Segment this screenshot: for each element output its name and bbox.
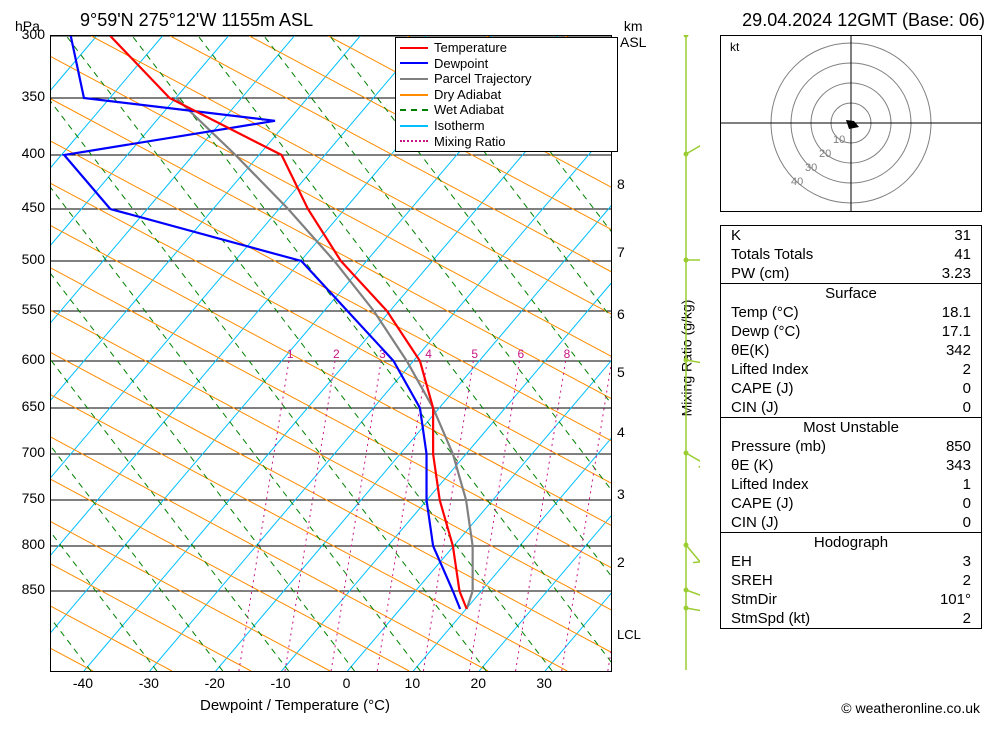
legend-item: Parcel Trajectory [400,71,613,87]
stats-row: PW (cm)3.23 [721,264,981,283]
svg-text:5: 5 [471,347,478,361]
hodograph-unit: kt [730,40,739,54]
title-left: 9°59'N 275°12'W 1155m ASL [80,10,313,31]
stats-table: K31Totals Totals41PW (cm)3.23SurfaceTemp… [720,225,982,629]
stats-row: EH3 [721,552,981,571]
xlabel: Dewpoint / Temperature (°C) [200,697,390,714]
stats-row: K31 [721,226,981,245]
stats-row: Totals Totals41 [721,245,981,264]
stats-row: CIN (J)0 [721,513,981,532]
stats-row: Dewp (°C)17.1 [721,322,981,341]
ytick-km: 5 [617,364,625,380]
stats-header: Surface [721,283,981,303]
legend: TemperatureDewpointParcel TrajectoryDry … [395,37,618,152]
ytick-km: 2 [617,554,625,570]
stats-row: SREH2 [721,571,981,590]
svg-text:10: 10 [833,134,845,146]
svg-text:2: 2 [333,347,340,361]
ytick-hpa: 350 [5,88,45,104]
xtick-c: -20 [205,675,225,691]
hodograph: 10203040 [720,35,982,212]
svg-text:10: 10 [610,347,611,361]
ytick-km: 8 [617,176,625,192]
stats-row: Lifted Index1 [721,475,981,494]
xtick-c: -40 [73,675,93,691]
svg-text:6: 6 [517,347,524,361]
title-right: 29.04.2024 12GMT (Base: 06) [742,10,985,31]
ytick-hpa: 600 [5,351,45,367]
ytick-hpa: 650 [5,398,45,414]
svg-text:8: 8 [564,347,571,361]
ylabel-right-top: kmASL [620,18,646,50]
ytick-km: 6 [617,306,625,322]
svg-text:1: 1 [287,347,294,361]
xtick-c: -30 [139,675,159,691]
stats-row: CAPE (J)0 [721,494,981,513]
lcl-label: LCL [617,627,641,642]
ytick-km: 4 [617,424,625,440]
ytick-hpa: 300 [5,26,45,42]
legend-item: Dry Adiabat [400,87,613,103]
legend-item: Temperature [400,40,613,56]
xtick-c: 10 [405,675,421,691]
legend-item: Isotherm [400,118,613,134]
ytick-hpa: 700 [5,444,45,460]
legend-item: Mixing Ratio [400,134,613,150]
ytick-hpa: 450 [5,199,45,215]
stats-row: Pressure (mb)850 [721,437,981,456]
stats-header: Hodograph [721,532,981,552]
stats-row: θE (K)343 [721,456,981,475]
xtick-c: 30 [536,675,552,691]
wind-profile [672,35,700,670]
stats-row: θE(K)342 [721,341,981,360]
stats-row: StmSpd (kt)2 [721,609,981,628]
ytick-hpa: 750 [5,490,45,506]
ytick-hpa: 550 [5,301,45,317]
stats-row: CAPE (J)0 [721,379,981,398]
ytick-hpa: 850 [5,581,45,597]
legend-item: Dewpoint [400,56,613,72]
stats-row: Temp (°C)18.1 [721,303,981,322]
stats-header: Most Unstable [721,417,981,437]
xtick-c: 0 [343,675,351,691]
ytick-km: 3 [617,486,625,502]
ytick-km: 7 [617,244,625,260]
svg-text:40: 40 [791,176,803,188]
svg-text:30: 30 [805,162,817,174]
svg-text:4: 4 [425,347,432,361]
svg-text:20: 20 [819,148,831,160]
ytick-hpa: 400 [5,145,45,161]
xtick-c: 20 [470,675,486,691]
stats-row: Lifted Index2 [721,360,981,379]
copyright: © weatheronline.co.uk [841,700,980,716]
ytick-hpa: 500 [5,251,45,267]
stats-row: CIN (J)0 [721,398,981,417]
ytick-hpa: 800 [5,536,45,552]
xtick-c: -10 [270,675,290,691]
legend-item: Wet Adiabat [400,102,613,118]
stats-row: StmDir101° [721,590,981,609]
